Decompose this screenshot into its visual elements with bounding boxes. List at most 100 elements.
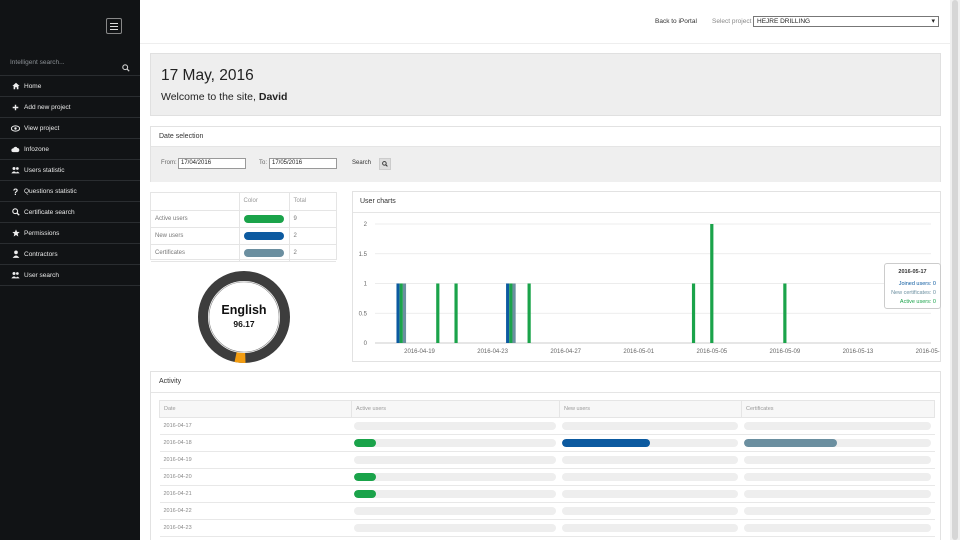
progress-track xyxy=(743,439,931,447)
sidebar-item-label: Add new project xyxy=(24,103,71,111)
chart-bar xyxy=(506,283,510,343)
chart-tooltip: 2016-05-17 Joined users: 0 New certifica… xyxy=(884,263,941,309)
search-button[interactable]: Search xyxy=(352,160,372,166)
legend-row-label: New users xyxy=(151,227,240,245)
user-chart[interactable]: 0 0.5 1 1.5 2 2016-04-19 2016-04-23 2016-04-27 2… xyxy=(353,213,940,361)
legend-color-cell xyxy=(239,210,290,228)
activity-date: 2016-04-21 xyxy=(159,485,352,503)
legend-color-cell xyxy=(239,227,290,245)
activity-cert-cell xyxy=(741,434,935,452)
menu-toggle-button[interactable] xyxy=(106,18,122,34)
language-score-gauge: English 96.17 xyxy=(198,271,290,368)
col-date: Date xyxy=(159,400,352,418)
x-tick-label: 2016-05-05 xyxy=(696,349,727,355)
sidebar: Intelligent search... Home Add new projec… xyxy=(0,0,140,540)
x-tick-label: 2016-05-09 xyxy=(770,349,801,355)
progress-track xyxy=(743,507,931,515)
magnifier-icon xyxy=(382,161,388,167)
activity-active-cell xyxy=(351,485,560,503)
project-select[interactable]: HEJRE DRILLING ▾ xyxy=(753,16,939,27)
y-tick-label: 1.5 xyxy=(359,252,368,258)
activity-date: 2016-04-23 xyxy=(159,519,352,537)
y-tick-label: 0.5 xyxy=(359,311,368,317)
activity-new-cell xyxy=(559,451,742,469)
gauge-language: English xyxy=(221,303,266,317)
progress-track xyxy=(561,439,738,447)
search-icon-button[interactable] xyxy=(379,158,391,170)
question-icon: ? xyxy=(11,187,20,196)
gauge-inner-circle xyxy=(208,281,280,353)
activity-new-cell xyxy=(559,502,742,520)
progress-track xyxy=(353,456,556,464)
user-stats-legend: Color Total Active users 9 New users 2 C… xyxy=(150,192,337,262)
activity-cert-cell xyxy=(741,468,935,486)
sidebar-item-certificate-search[interactable]: Certificate search xyxy=(0,202,140,223)
x-tick-label: 2016-04-19 xyxy=(404,349,435,355)
sidebar-item-label: Permissions xyxy=(24,229,60,237)
chart-bar xyxy=(710,224,714,343)
welcome-text: Welcome to the site, xyxy=(161,91,259,103)
sidebar-item-label: Users statistic xyxy=(24,166,65,174)
progress-track xyxy=(353,490,556,498)
back-to-iportal-link[interactable]: Back to iPortal xyxy=(655,18,697,25)
progress-track xyxy=(561,456,738,464)
progress-track xyxy=(561,422,738,430)
sidebar-item-view-project[interactable]: View project xyxy=(0,118,140,139)
progress-fill xyxy=(353,473,376,481)
activity-active-cell xyxy=(351,417,560,435)
to-date-input[interactable]: 17/05/2016 xyxy=(269,158,337,169)
activity-new-cell xyxy=(559,485,742,503)
y-tick-label: 1 xyxy=(364,282,368,288)
sidebar-item-questions-statistic[interactable]: ? Questions statistic xyxy=(0,181,140,202)
sidebar-item-infozone[interactable]: Infozone xyxy=(0,139,140,160)
topbar: Back to iPortal Select project HEJRE DRI… xyxy=(140,0,960,44)
progress-track xyxy=(561,490,738,498)
current-date: 17 May, 2016 xyxy=(161,67,254,84)
plus-icon xyxy=(11,103,20,112)
activity-active-cell xyxy=(351,502,560,520)
progress-fill xyxy=(353,439,376,447)
date-selection-title: Date selection xyxy=(151,127,940,147)
activity-title: Activity xyxy=(151,372,940,393)
progress-track xyxy=(561,524,738,532)
progress-fill xyxy=(743,439,837,447)
page-scrollbar[interactable] xyxy=(950,0,960,540)
activity-panel: Activity Date Active users New users Cer… xyxy=(150,371,941,540)
sidebar-item-label: Certificate search xyxy=(24,208,75,216)
sidebar-item-add-new-project[interactable]: Add new project xyxy=(0,97,140,118)
progress-track xyxy=(743,490,931,498)
activity-row: 2016-04-20 xyxy=(159,468,935,486)
scrollbar-thumb[interactable] xyxy=(952,0,958,540)
users-icon xyxy=(11,166,20,175)
sidebar-item-user-search[interactable]: User search xyxy=(0,265,140,286)
col-certificates: Certificates xyxy=(741,400,935,418)
chart-bar xyxy=(402,283,407,343)
cloud-icon xyxy=(11,145,20,154)
home-icon xyxy=(11,82,20,91)
sidebar-item-home[interactable]: Home xyxy=(0,76,140,97)
intelligent-search-input[interactable]: Intelligent search... xyxy=(0,54,140,76)
y-tick-label: 0 xyxy=(364,341,368,347)
to-label: To: xyxy=(259,160,268,166)
from-date-input[interactable]: 17/04/2016 xyxy=(178,158,246,169)
x-tick-label: 2016-05-17 xyxy=(916,349,940,355)
sidebar-item-contractors[interactable]: Contractors xyxy=(0,244,140,265)
legend-color-swatch xyxy=(243,231,284,240)
activity-date: 2016-04-19 xyxy=(159,451,352,469)
progress-track xyxy=(353,507,556,515)
progress-fill xyxy=(561,439,650,447)
chart-bar xyxy=(783,283,787,343)
activity-cert-cell xyxy=(741,485,935,503)
sidebar-item-label: User search xyxy=(24,271,60,279)
sidebar-item-users-statistic[interactable]: Users statistic xyxy=(0,160,140,181)
chart-bar xyxy=(399,283,403,343)
activity-active-cell xyxy=(351,434,560,452)
user-name: David xyxy=(258,91,288,103)
search-icon[interactable] xyxy=(122,59,130,77)
legend-color-swatch xyxy=(243,248,284,257)
activity-new-cell xyxy=(559,519,742,537)
select-project-label: Select project xyxy=(712,18,752,25)
user-icon xyxy=(11,250,20,259)
activity-row: 2016-04-19 xyxy=(159,451,935,469)
sidebar-item-permissions[interactable]: Permissions xyxy=(0,223,140,244)
